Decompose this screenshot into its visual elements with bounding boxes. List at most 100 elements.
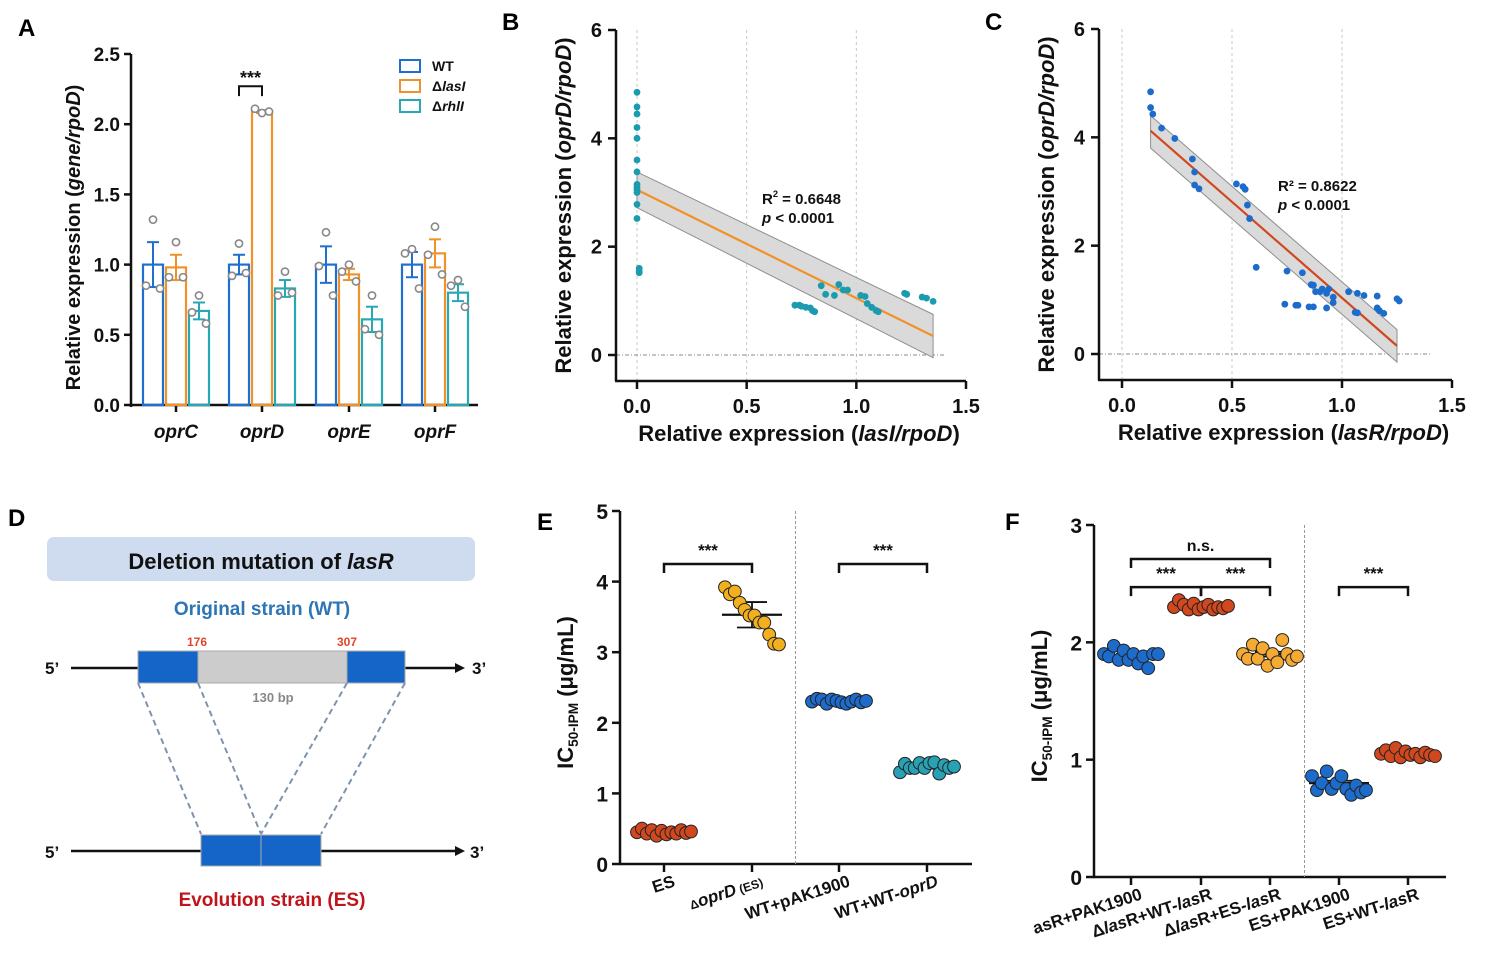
data-point <box>1244 201 1251 209</box>
diagram-title: Deletion mutation of lasR <box>128 549 393 574</box>
significance-label: *** <box>240 68 261 88</box>
x-tick-label: 0.0 <box>623 396 651 418</box>
x-tick-label: oprF <box>414 422 458 443</box>
data-point <box>1305 769 1319 783</box>
text-part: Relative expression ( <box>638 421 859 446</box>
data-point <box>633 215 641 222</box>
data-point <box>929 297 937 305</box>
text-part: R <box>1404 885 1422 907</box>
y-tick-label: 0 <box>596 854 608 877</box>
diagram-title-box <box>47 537 475 581</box>
text-part: = 0.8622 <box>1294 178 1357 195</box>
text-part: R <box>1197 885 1215 907</box>
y-tick-label: 0.5 <box>94 326 121 347</box>
data-point <box>148 215 158 225</box>
data-point <box>287 288 297 298</box>
y-tick-label: 0 <box>1070 867 1082 890</box>
exon-block <box>200 834 262 867</box>
bar <box>273 287 297 407</box>
r-squared-label: R2 = 0.6648 <box>762 189 841 208</box>
data-point <box>822 290 830 298</box>
data-point <box>633 134 641 142</box>
data-point <box>187 307 197 317</box>
panel-label-e: E <box>537 509 553 536</box>
text-part: = 0.6648 <box>778 191 841 208</box>
data-point <box>171 237 181 247</box>
y-tick-label: 5 <box>596 501 608 524</box>
data-point <box>1359 783 1373 798</box>
r-squared-label: R² = 0.8622 <box>1278 178 1357 195</box>
significance-label: *** <box>1156 564 1176 583</box>
data-point <box>1147 88 1154 96</box>
data-point <box>374 330 384 340</box>
legend-swatch <box>399 79 421 93</box>
legend-swatch <box>399 59 421 73</box>
data-point <box>164 272 174 282</box>
data-point <box>903 290 911 298</box>
data-point <box>727 584 742 599</box>
data-point <box>1345 288 1352 296</box>
text-part: < 0.0001 <box>1287 197 1350 214</box>
deletion-length-label: 130 bp <box>252 690 293 705</box>
data-point <box>635 269 643 277</box>
data-point <box>1373 292 1381 300</box>
p-value-label: p < 0.0001 <box>761 210 834 227</box>
chart-a-bar: 0.0 0.5 1.0 1.5 2.0 2.5 Relative expression (g… <box>63 45 478 443</box>
legend-label: WT <box>432 58 454 74</box>
text-part: Δ <box>432 78 442 94</box>
data-point <box>633 168 641 176</box>
x-tick-label: oprC <box>154 422 199 443</box>
data-point <box>437 270 447 279</box>
data-point <box>1290 649 1304 664</box>
data-point <box>141 281 151 291</box>
significance-label: n.s. <box>1187 538 1215 555</box>
p-value-label: p < 0.0001 <box>1277 197 1350 214</box>
text-part: Δ <box>1089 920 1106 942</box>
data-point <box>817 282 825 290</box>
text-part: (μg/mL) <box>1027 630 1052 717</box>
text-part: (μg/mL) <box>553 616 578 703</box>
x-tick-label: 1.5 <box>1438 395 1466 417</box>
y-tick-label: 1 <box>596 783 608 806</box>
y-tick-label: 2.5 <box>94 45 121 66</box>
data-point <box>407 244 417 254</box>
data-point <box>321 227 331 237</box>
data-point <box>1141 661 1156 676</box>
data-point <box>874 308 882 316</box>
data-point <box>314 261 324 271</box>
data-point <box>863 300 871 307</box>
x-tick-label: oprD <box>240 422 285 443</box>
text-part: lasR <box>347 549 394 574</box>
data-point <box>1283 267 1291 275</box>
y-tick-label: 3 <box>1070 515 1082 538</box>
panel-label-c: C <box>985 9 1002 36</box>
diagram-d-deletion: Deletion mutation of lasR Original strain… <box>45 537 486 911</box>
y-tick-label: 0 <box>591 345 602 367</box>
exon-block <box>137 650 199 684</box>
bar <box>314 263 338 407</box>
data-point <box>1294 301 1302 309</box>
data-point <box>1329 299 1337 306</box>
panel-label-d: D <box>8 505 25 532</box>
text-part: R <box>1266 885 1284 907</box>
data-point <box>1221 599 1235 613</box>
data-point <box>1428 749 1442 764</box>
data-point <box>1323 304 1330 312</box>
exon-block <box>346 650 406 684</box>
position-307: 307 <box>337 635 357 649</box>
significance-bracket <box>238 85 263 97</box>
significance-bracket <box>1129 585 1203 597</box>
x-tick-label: 1.5 <box>952 396 980 418</box>
text-part: gene/rpoD <box>63 91 85 191</box>
three-prime-label: 3’ <box>470 843 484 862</box>
connector-line <box>197 682 262 835</box>
panel-label-b: B <box>502 9 519 36</box>
text-part: Δ <box>1161 919 1178 941</box>
data-point <box>859 694 873 708</box>
significance-bracket <box>662 562 754 573</box>
significance-bracket <box>837 562 929 573</box>
data-point <box>1241 185 1249 193</box>
evolution-strain-label: Evolution strain (ES) <box>179 890 366 911</box>
